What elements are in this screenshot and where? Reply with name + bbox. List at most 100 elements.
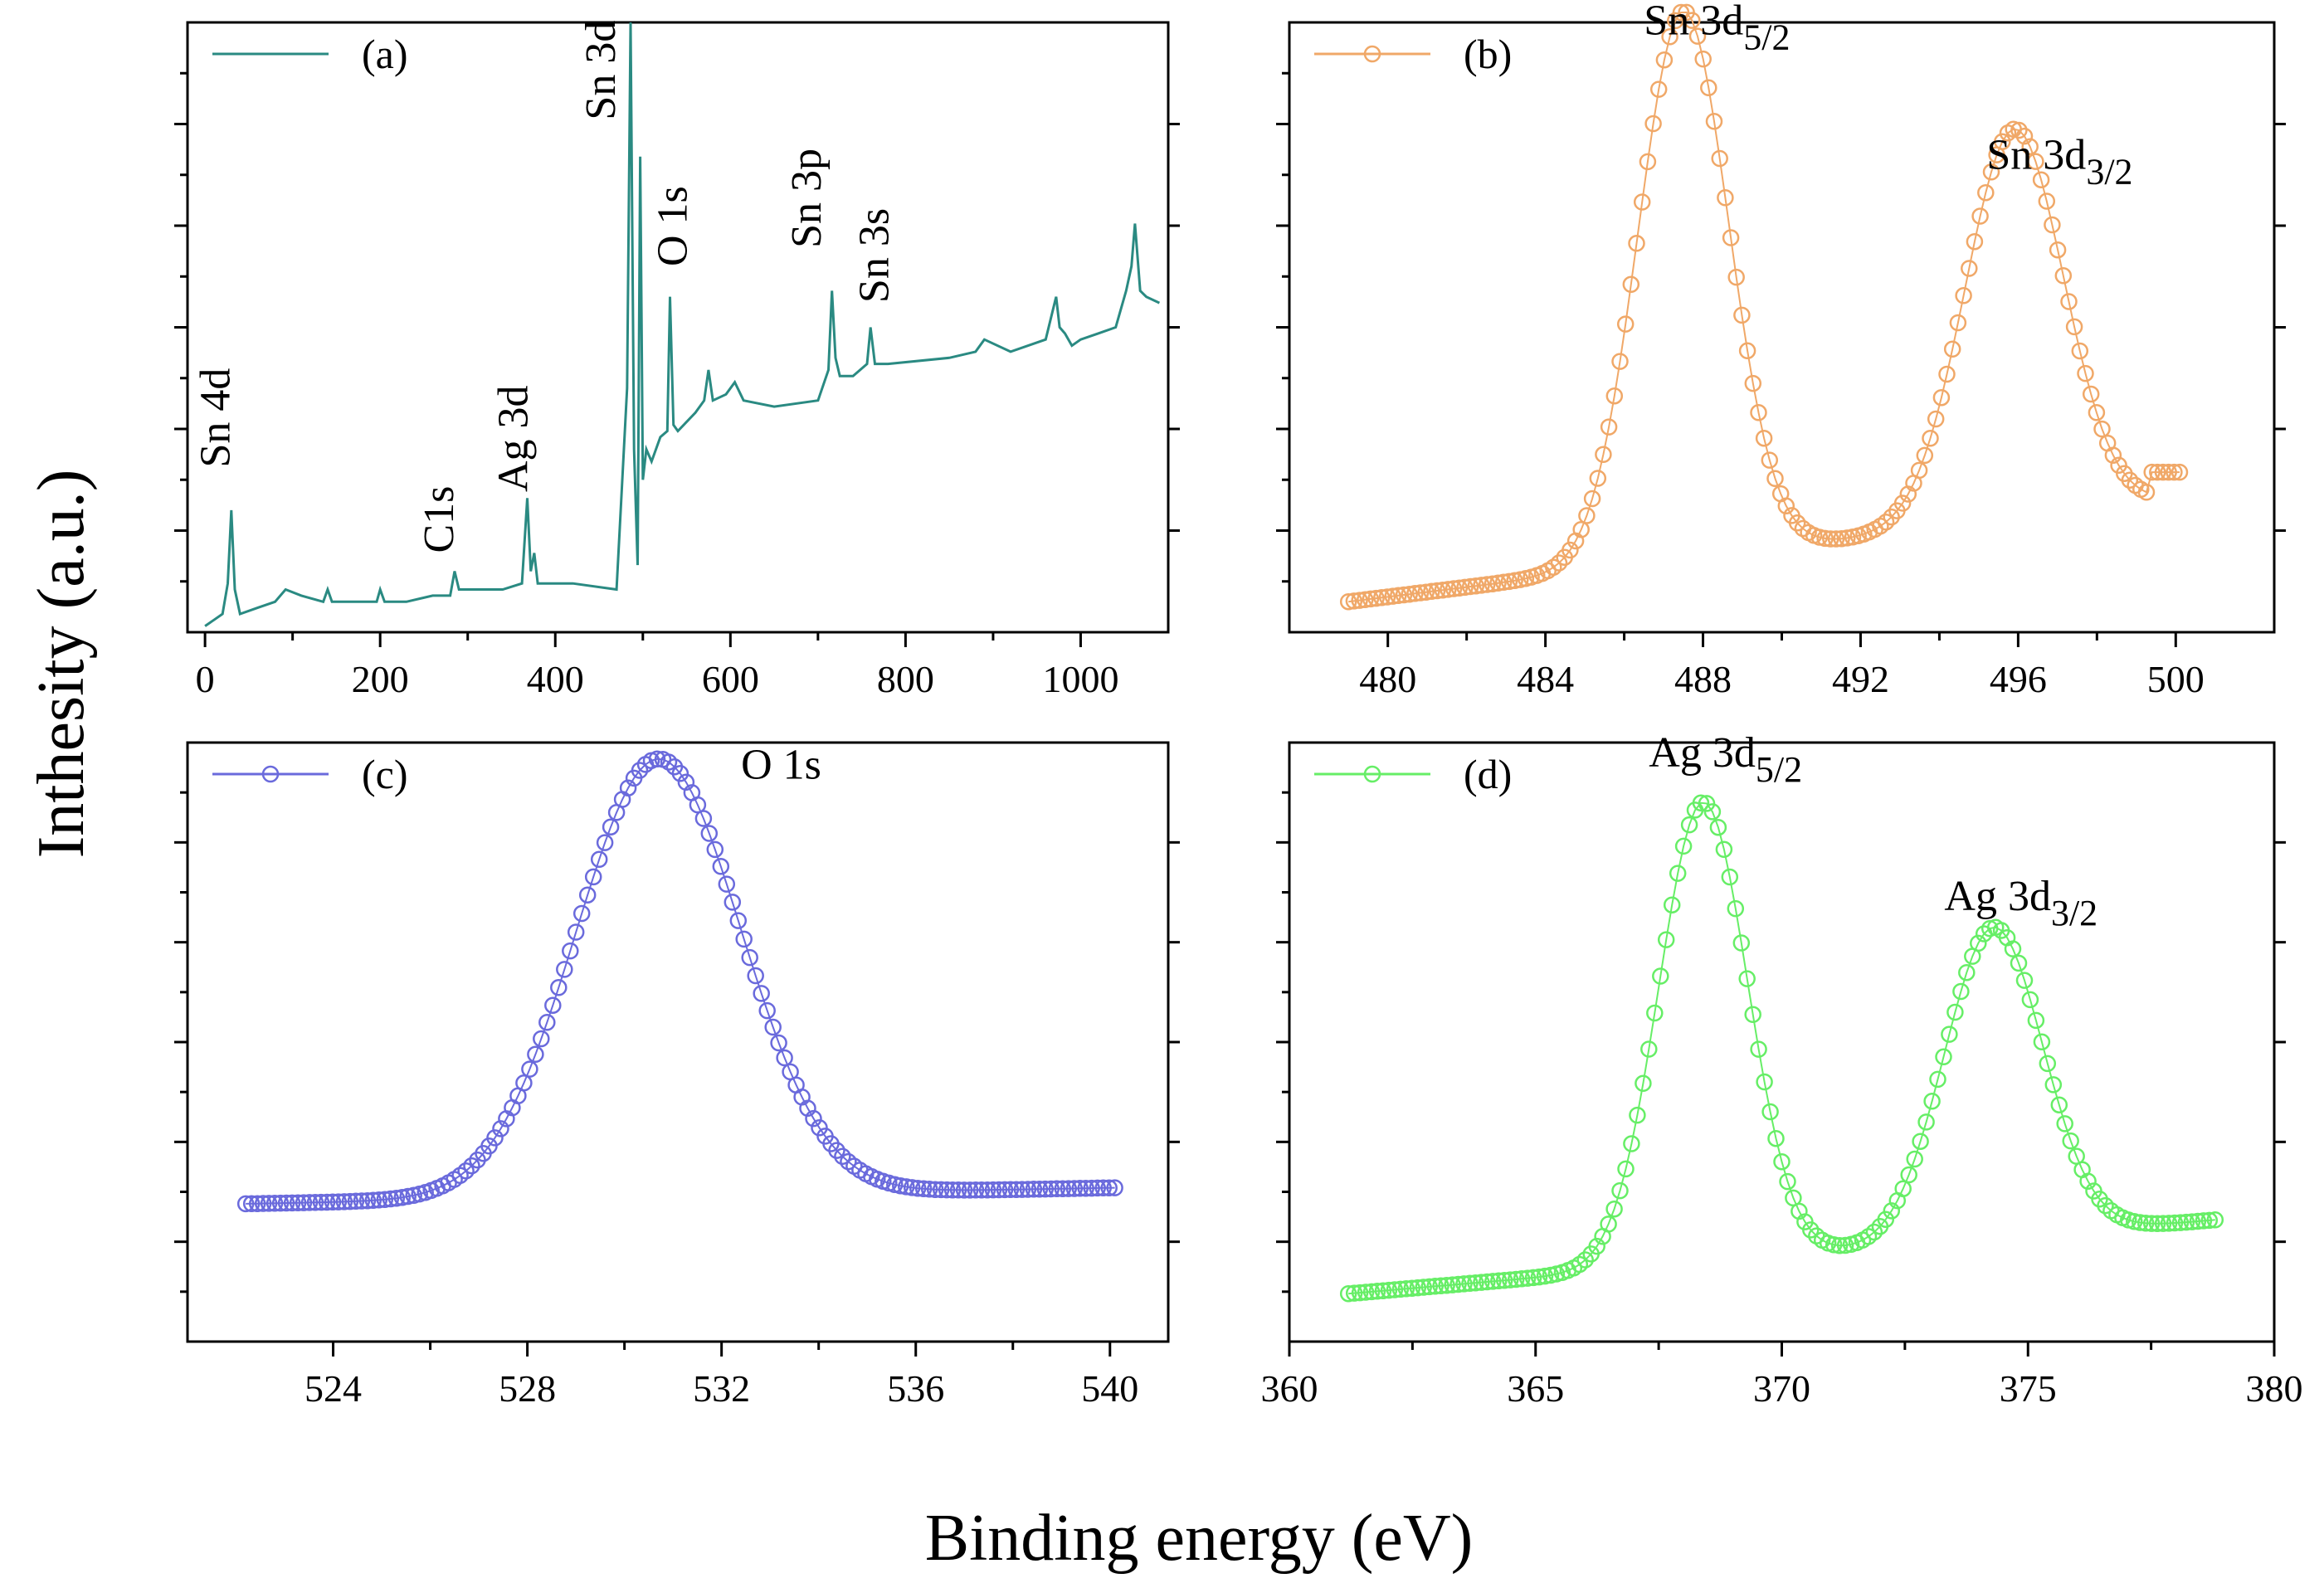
data-point (1750, 1040, 1767, 1058)
data-point (2021, 991, 2039, 1009)
x-tick-label: 540 (1081, 1367, 1138, 1410)
data-point (1501, 1271, 1519, 1288)
x-tick-label: 370 (1753, 1367, 1810, 1410)
data-point (1611, 353, 1629, 370)
data-point (2154, 1215, 2172, 1232)
data-point (799, 1099, 816, 1118)
data-point (1536, 1267, 1554, 1285)
data-point (2160, 463, 2177, 481)
data-point (1036, 1180, 1055, 1198)
data-point (2079, 1172, 2097, 1190)
x-tick-label: 200 (352, 658, 409, 700)
data-point (834, 1147, 851, 1166)
data-point (364, 1191, 382, 1210)
x-tick-label: 480 (1359, 658, 1416, 700)
data-point (1423, 582, 1440, 601)
data-point (2071, 342, 2089, 360)
data-point (2062, 1132, 2079, 1150)
data-point (729, 912, 748, 929)
data-point (1500, 572, 1518, 591)
peak-annotation: O 1s (741, 741, 821, 788)
data-point (1766, 470, 1784, 488)
data-point (758, 1001, 776, 1020)
data-point (248, 1195, 266, 1212)
data-point (1715, 840, 1733, 859)
data-point (1830, 1236, 1849, 1254)
data-point (515, 1074, 533, 1092)
data-point (1467, 1274, 1484, 1292)
data-point (1605, 1200, 1623, 1218)
data-point (1680, 816, 1698, 834)
data-point (1455, 1275, 1473, 1293)
data-point (1589, 470, 1607, 487)
data-point (1640, 1040, 1658, 1058)
data-point (2015, 127, 2034, 145)
data-point (1450, 579, 1469, 597)
data-point (1445, 580, 1463, 597)
data-point (1530, 1268, 1548, 1286)
data-point (770, 1034, 787, 1052)
data-point (972, 1181, 991, 1199)
data-point (2183, 1213, 2201, 1230)
data-point (236, 1195, 255, 1213)
annotation-main: Sn 3d (577, 21, 625, 120)
y-axis-label: Inthesity (a.u.) (25, 470, 98, 859)
data-point (1672, 3, 1690, 22)
data-point (572, 904, 591, 923)
data-point (2060, 293, 2078, 310)
data-point (538, 1014, 556, 1031)
data-point (1513, 1270, 1531, 1288)
data-point (1588, 1237, 1605, 1255)
data-point (1622, 275, 1640, 294)
data-point (1378, 588, 1396, 606)
data-point (1971, 207, 1989, 225)
data-point (1374, 1282, 1392, 1299)
data-point (1071, 1180, 1089, 1197)
annotation-main: O 1s (650, 186, 697, 266)
data-point (1788, 514, 1806, 532)
data-point (1390, 587, 1407, 605)
data-point (1744, 374, 1762, 392)
data-point (1444, 1276, 1461, 1293)
data-point (920, 1181, 938, 1198)
panel-b: 480 484 488 492 496 500(b)Sn 3d5/2Sn 3d3/2 (1276, 0, 2286, 700)
peak-annotation: Ag 3d5/2 (1649, 729, 1802, 790)
data-point (1694, 50, 1712, 68)
survey-spectrum-line (204, 22, 1161, 627)
data-point (1345, 592, 1363, 610)
annotation-subscript: 5/2 (1743, 17, 1790, 58)
data-point (1386, 1281, 1404, 1298)
plot-frame (186, 741, 1170, 1343)
data-point (2137, 484, 2156, 501)
data-point (1877, 1210, 1895, 1228)
data-point (1744, 1006, 1761, 1024)
data-point (1025, 1181, 1043, 1198)
peak-annotation: Sn 3d5/2 (1644, 0, 1790, 58)
data-point (660, 753, 678, 771)
data-point (2148, 1215, 2166, 1232)
data-point (1703, 803, 1722, 821)
data-point (1923, 1093, 1941, 1110)
plot-frame (1288, 21, 2276, 634)
data-point (544, 996, 562, 1014)
x-tick-label: 488 (1674, 658, 1732, 700)
data-point (1506, 572, 1523, 590)
data-point (2189, 1212, 2207, 1230)
data-point (1949, 314, 1967, 332)
data-point (1428, 582, 1446, 600)
data-point (1761, 1103, 1779, 1121)
data-point (1054, 1180, 1072, 1197)
data-point (312, 1193, 330, 1211)
annotation-main: Sn 3p (783, 149, 831, 248)
x-tick-label: 1000 (1042, 658, 1118, 700)
data-point (2054, 267, 2073, 285)
data-point (1351, 1284, 1369, 1302)
data-point (1646, 1004, 1664, 1022)
data-point (1938, 365, 1956, 383)
data-point (324, 1193, 342, 1211)
data-point (718, 875, 736, 893)
data-point (1617, 1160, 1635, 1178)
data-point (1732, 934, 1751, 952)
data-point (2136, 1215, 2155, 1232)
data-point (1755, 429, 1773, 447)
